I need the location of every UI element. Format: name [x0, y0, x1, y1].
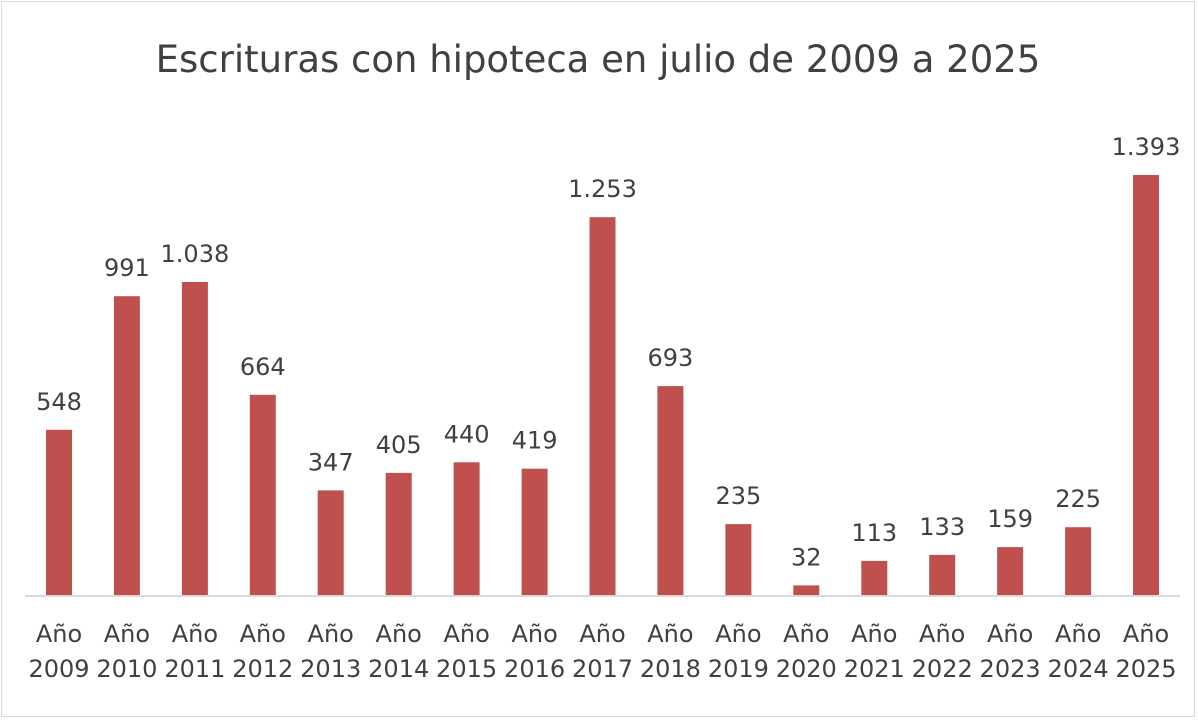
tick-label-word-2018: Año: [647, 620, 693, 648]
tick-label-word-2017: Año: [579, 620, 625, 648]
bar-2013: [317, 490, 344, 595]
bar-2021: [861, 560, 888, 595]
tick-label-year-2021: 2021: [844, 655, 905, 683]
tick-label-year-2025: 2025: [1115, 655, 1176, 683]
data-label-2009: 548: [36, 388, 82, 416]
tick-labels-group: Año 2009 Año 2010 Año 2011 Año 2012 Año 2013 Año 20…: [28, 620, 1176, 683]
tick-label-word-2012: Año: [240, 620, 286, 648]
tick-label-year-2013: 2013: [300, 655, 361, 683]
bars-group: [46, 175, 1159, 595]
bar-2019: [725, 524, 752, 595]
tick-label-year-2016: 2016: [504, 655, 565, 683]
tick-label-word-2021: Año: [851, 620, 897, 648]
tick-label-word-2013: Año: [308, 620, 354, 648]
bar-2012: [249, 394, 276, 595]
data-label-2011: 1.038: [161, 240, 230, 268]
tick-label-word-2009: Año: [36, 620, 82, 648]
data-label-2019: 235: [715, 482, 761, 510]
tick-label-year-2014: 2014: [368, 655, 429, 683]
tick-label-word-2023: Año: [987, 620, 1033, 648]
data-label-2013: 347: [308, 448, 354, 476]
data-label-2022: 133: [919, 513, 965, 541]
bar-2022: [929, 554, 956, 595]
data-label-2018: 693: [647, 344, 693, 372]
bar-2016: [521, 468, 548, 595]
bar-2014: [385, 472, 412, 595]
bar-2020: [793, 585, 820, 595]
tick-label-word-2011: Año: [172, 620, 218, 648]
bar-2011: [181, 282, 208, 595]
data-label-2010: 991: [104, 254, 150, 282]
tick-label-year-2012: 2012: [232, 655, 293, 683]
tick-label-year-2010: 2010: [96, 655, 157, 683]
chart-title: Escrituras con hipoteca en julio de 2009…: [156, 38, 1041, 81]
tick-label-year-2011: 2011: [164, 655, 225, 683]
tick-label-word-2010: Año: [104, 620, 150, 648]
bar-2025: [1133, 175, 1159, 595]
data-label-2016: 419: [512, 427, 558, 455]
tick-label-year-2020: 2020: [776, 655, 837, 683]
tick-label-year-2019: 2019: [708, 655, 769, 683]
bar-2023: [997, 547, 1024, 595]
data-label-2023: 159: [987, 505, 1033, 533]
tick-label-word-2022: Año: [919, 620, 965, 648]
tick-label-year-2018: 2018: [640, 655, 701, 683]
tick-label-year-2023: 2023: [980, 655, 1041, 683]
tick-label-word-2014: Año: [376, 620, 422, 648]
data-labels-group: 548 991 1.038 664 347 405 440 419 1.253 693 235 32 1…: [36, 133, 1180, 571]
bar-2015: [453, 462, 480, 595]
data-label-2017: 1.253: [568, 175, 637, 203]
data-label-2025: 1.393: [1112, 133, 1181, 161]
tick-label-word-2016: Año: [511, 620, 557, 648]
tick-label-word-2015: Año: [443, 620, 489, 648]
tick-label-year-2009: 2009: [28, 655, 89, 683]
data-label-2015: 440: [444, 420, 490, 448]
tick-label-year-2022: 2022: [912, 655, 973, 683]
bar-2018: [657, 386, 684, 595]
tick-label-word-2020: Año: [783, 620, 829, 648]
tick-label-word-2025: Año: [1123, 620, 1169, 648]
bar-2009: [46, 429, 72, 595]
tick-label-year-2024: 2024: [1048, 655, 1109, 683]
bar-2024: [1065, 527, 1092, 595]
bar-2017: [589, 217, 616, 595]
tick-label-year-2017: 2017: [572, 655, 633, 683]
data-label-2024: 225: [1055, 485, 1101, 513]
data-label-2020: 32: [791, 543, 822, 571]
data-label-2012: 664: [240, 353, 286, 381]
tick-label-word-2024: Año: [1055, 620, 1101, 648]
tick-label-word-2019: Año: [715, 620, 761, 648]
data-label-2014: 405: [376, 431, 422, 459]
data-label-2021: 113: [851, 519, 897, 547]
tick-label-year-2015: 2015: [436, 655, 497, 683]
bar-2010: [113, 296, 140, 595]
